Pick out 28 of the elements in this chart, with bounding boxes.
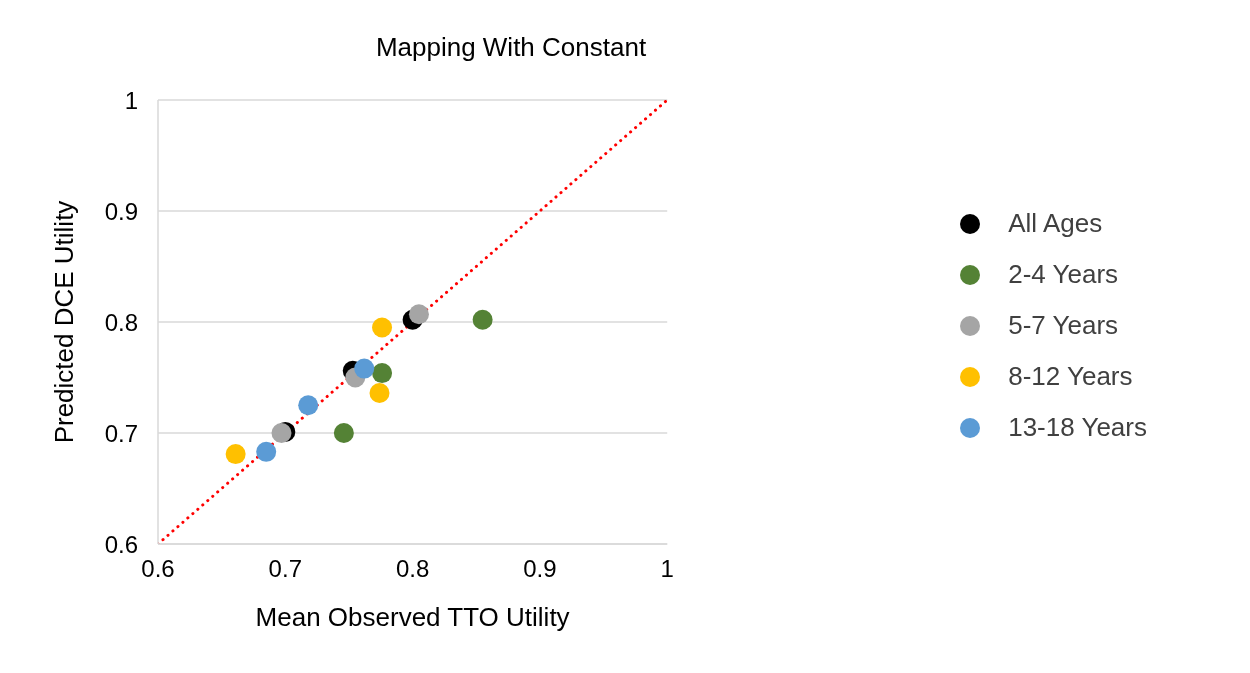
x-tick-label: 0.8 <box>395 555 430 583</box>
y-axis-title: Predicted DCE Utility <box>49 200 80 444</box>
legend-label: 8-12 Years <box>1008 361 1133 392</box>
y-tick-label: 0.9 <box>104 197 138 225</box>
point <box>256 441 277 462</box>
x-tick-label: 0.9 <box>523 555 557 583</box>
y-tick-label: 0.6 <box>104 530 138 558</box>
point <box>354 358 375 379</box>
point <box>225 444 246 465</box>
legend-label: 13-18 Years <box>1008 412 1147 443</box>
point <box>408 304 429 325</box>
point <box>372 317 393 338</box>
legend-label: 2-4 Years <box>1008 259 1119 290</box>
x-axis-title: Mean Observed TTO Utility <box>255 602 570 632</box>
y-tick-label: 1 <box>124 86 138 114</box>
legend-label: 5-7 Years <box>1008 310 1119 341</box>
chart-title: Mapping With Constant <box>374 32 648 63</box>
y-tick-label: 0.8 <box>104 308 138 336</box>
point <box>472 309 493 330</box>
x-tick-label: 1 <box>660 555 674 583</box>
x-tick-label: 0.6 <box>141 555 175 583</box>
y-tick-label: 0.7 <box>104 419 138 447</box>
point <box>333 423 354 443</box>
x-tick-label: 0.7 <box>268 555 302 583</box>
point <box>372 363 393 384</box>
legend-label: All Ages <box>1008 208 1103 239</box>
point <box>369 383 390 404</box>
point <box>298 395 319 416</box>
